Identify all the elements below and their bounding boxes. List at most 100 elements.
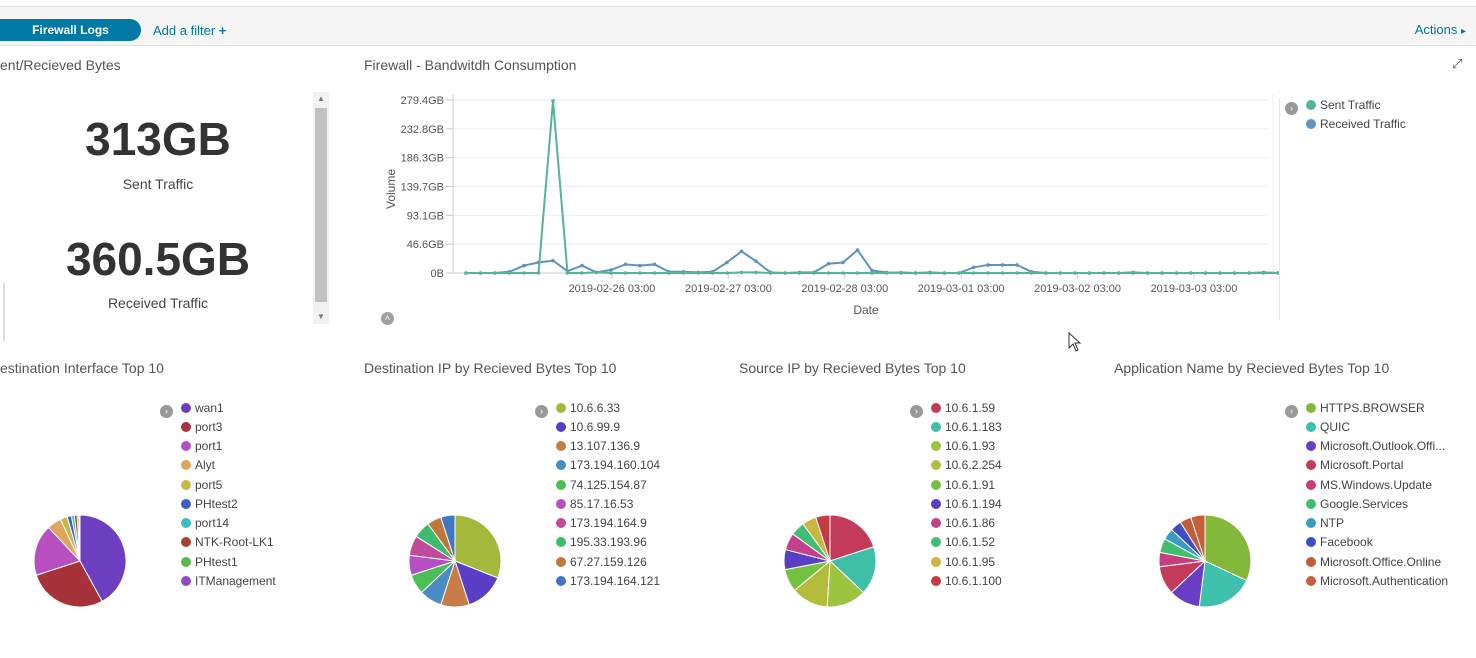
data-point[interactable]: [841, 260, 845, 265]
pie-slice[interactable]: [454, 514, 502, 579]
legend-item-sent[interactable]: Sent Traffic: [1306, 95, 1406, 114]
data-point[interactable]: [725, 260, 729, 265]
data-point[interactable]: [1073, 271, 1077, 275]
legend-item[interactable]: NTP: [1306, 514, 1448, 533]
data-point[interactable]: [696, 271, 700, 275]
pie-slice[interactable]: [1204, 514, 1252, 582]
actions-menu-button[interactable]: Actions ▸: [1415, 22, 1466, 37]
add-filter-button[interactable]: Add a filter +: [153, 23, 226, 38]
data-point[interactable]: [797, 271, 802, 275]
data-point[interactable]: [493, 271, 497, 275]
data-point[interactable]: [986, 263, 990, 267]
data-point[interactable]: [623, 262, 628, 267]
data-point[interactable]: [870, 268, 874, 273]
data-point[interactable]: [1015, 263, 1019, 267]
data-point[interactable]: [928, 271, 932, 275]
data-point[interactable]: [1058, 271, 1063, 275]
data-point[interactable]: [1218, 271, 1222, 275]
legend-item[interactable]: wan1: [181, 398, 276, 417]
data-point[interactable]: [580, 263, 584, 268]
data-point[interactable]: [1247, 271, 1251, 275]
pie-slice[interactable]: [1190, 514, 1206, 562]
legend-item[interactable]: 10.6.1.194: [931, 494, 1002, 513]
data-point[interactable]: [754, 259, 758, 264]
data-point[interactable]: [1102, 271, 1106, 275]
data-point[interactable]: [623, 271, 628, 275]
pie-slice[interactable]: [79, 514, 127, 602]
data-point[interactable]: [1044, 271, 1048, 275]
legend-item[interactable]: Microsoft.Authentication: [1306, 571, 1448, 590]
data-point[interactable]: [464, 271, 468, 275]
data-point[interactable]: [725, 271, 729, 275]
legend-item[interactable]: PHtest2: [181, 494, 276, 513]
legend-item[interactable]: 13.107.136.9: [556, 437, 660, 456]
data-point[interactable]: [1276, 271, 1280, 275]
metric-scrollbar[interactable]: ▲ ▼: [313, 92, 329, 324]
legend-item[interactable]: 67.27.159.126: [556, 552, 660, 571]
data-point[interactable]: [971, 265, 976, 270]
expand-icon[interactable]: ⤢: [1452, 56, 1463, 71]
data-point[interactable]: [565, 271, 570, 275]
data-point[interactable]: [754, 270, 758, 275]
data-point[interactable]: [522, 271, 526, 275]
pie-slice[interactable]: [33, 526, 81, 576]
data-point[interactable]: [855, 248, 860, 252]
legend-item[interactable]: 10.6.6.33: [556, 398, 660, 417]
pie-slice[interactable]: [35, 560, 103, 608]
legend-item[interactable]: PHtest1: [181, 552, 276, 571]
data-point[interactable]: [652, 262, 657, 267]
legend-item[interactable]: 10.6.1.59: [931, 398, 1002, 417]
data-point[interactable]: [1000, 271, 1005, 275]
data-point[interactable]: [507, 271, 512, 275]
scrollbar-thumb[interactable]: [315, 108, 327, 302]
legend-item[interactable]: MS.Windows.Update: [1306, 475, 1448, 494]
legend-toggle-icon[interactable]: ›: [1285, 405, 1298, 418]
data-point[interactable]: [870, 271, 874, 275]
legend-item[interactable]: 173.194.160.104: [556, 456, 660, 475]
legend-item[interactable]: port1: [181, 437, 276, 456]
legend-item[interactable]: 10.6.1.100: [931, 571, 1002, 590]
data-point[interactable]: [1029, 271, 1034, 275]
legend-item[interactable]: HTTPS.BROWSER: [1306, 398, 1448, 417]
legend-toggle-icon[interactable]: ›: [535, 405, 548, 418]
data-point[interactable]: [1015, 271, 1019, 275]
legend-item[interactable]: 10.6.99.9: [556, 417, 660, 436]
legend-item[interactable]: Microsoft.Outlook.Offi...: [1306, 437, 1448, 456]
legend-item[interactable]: 195.33.193.96: [556, 533, 660, 552]
data-point[interactable]: [1232, 271, 1237, 275]
scroll-down-icon[interactable]: ▼: [317, 312, 325, 321]
legend-toggle-icon[interactable]: ›: [910, 405, 923, 418]
pie-slice[interactable]: [829, 514, 875, 562]
legend-item[interactable]: 10.6.1.183: [931, 417, 1002, 436]
legend-item[interactable]: Alyt: [181, 456, 276, 475]
data-point[interactable]: [899, 270, 903, 275]
legend-toggle-icon[interactable]: ›: [160, 405, 173, 418]
legend-item[interactable]: Microsoft.Portal: [1306, 456, 1448, 475]
data-point[interactable]: [609, 271, 613, 275]
data-point[interactable]: [1189, 271, 1193, 275]
legend-item[interactable]: port14: [181, 514, 276, 533]
data-point[interactable]: [609, 268, 613, 272]
data-point[interactable]: [551, 258, 555, 263]
chevron-up-icon[interactable]: ˄: [381, 312, 394, 325]
data-point[interactable]: [681, 271, 686, 275]
data-point[interactable]: [536, 271, 541, 275]
legend-item[interactable]: 173.194.164.121: [556, 571, 660, 590]
legend-item[interactable]: 74.125.154.87: [556, 475, 660, 494]
data-point[interactable]: [638, 271, 642, 275]
data-point[interactable]: [884, 271, 889, 275]
data-point[interactable]: [826, 271, 831, 275]
data-point[interactable]: [580, 271, 584, 275]
pie-slice[interactable]: [440, 514, 456, 562]
legend-item[interactable]: Facebook: [1306, 533, 1448, 552]
saved-search-button[interactable]: Firewall Logs: [0, 19, 141, 41]
legend-item[interactable]: 10.6.1.52: [931, 533, 1002, 552]
data-point[interactable]: [783, 271, 787, 275]
data-point[interactable]: [1145, 271, 1150, 275]
legend-item[interactable]: port5: [181, 475, 276, 494]
data-point[interactable]: [971, 271, 976, 275]
data-point[interactable]: [855, 271, 860, 275]
scroll-up-icon[interactable]: ▲: [317, 94, 325, 103]
data-point[interactable]: [1000, 263, 1005, 267]
data-point[interactable]: [1174, 271, 1179, 275]
